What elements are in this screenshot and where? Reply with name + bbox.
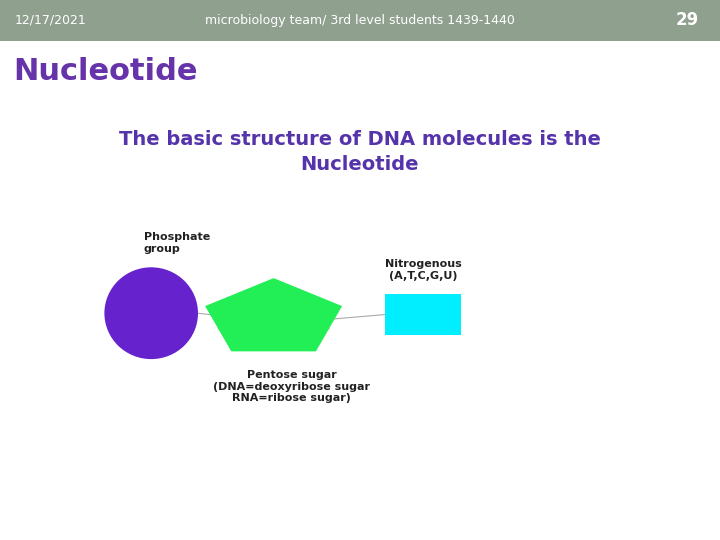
Ellipse shape — [104, 267, 198, 359]
Polygon shape — [205, 278, 342, 352]
Text: The basic structure of DNA molecules is the
Nucleotide: The basic structure of DNA molecules is … — [119, 130, 601, 173]
Text: Nucleotide: Nucleotide — [13, 57, 197, 86]
Text: microbiology team/ 3rd level students 1439-1440: microbiology team/ 3rd level students 14… — [205, 14, 515, 27]
Text: Phosphate
group: Phosphate group — [144, 232, 210, 254]
Bar — [385, 294, 461, 335]
Text: 29: 29 — [675, 11, 698, 29]
Text: 12/17/2021: 12/17/2021 — [14, 14, 86, 27]
Text: Pentose sugar
(DNA=deoxyribose sugar
RNA=ribose sugar): Pentose sugar (DNA=deoxyribose sugar RNA… — [213, 370, 370, 403]
Bar — [0, 0, 720, 40]
Text: Nitrogenous
(A,T,C,G,U): Nitrogenous (A,T,C,G,U) — [384, 259, 462, 281]
